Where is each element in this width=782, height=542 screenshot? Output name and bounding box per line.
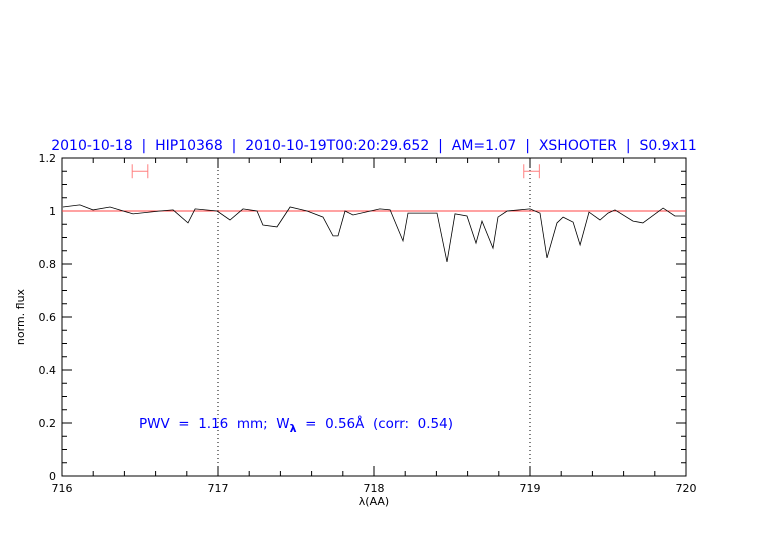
x-axis-label: λ(AA) [359,495,389,508]
y-tick-label: 1 [49,205,56,218]
y-axis-label: norm. flux [14,288,27,345]
x-tick-label: 718 [364,482,385,495]
annotation-subscript: λ [290,422,297,435]
y-tick-label: 0.4 [39,364,57,377]
y-tick-label: 0.6 [39,311,57,324]
chart-title: 2010-10-18 | HIP10368 | 2010-10-19T00:20… [51,138,697,154]
annotation-prefix: PWV = 1.16 mm; W [139,416,290,432]
y-tick-label: 0.2 [39,417,57,430]
y-tick-label: 0.8 [39,258,57,271]
y-tick-label: 1.2 [39,152,57,165]
pwv-annotation: PWV = 1.16 mm; Wλ = 0.56Å (corr: 0.54) [139,415,453,435]
x-tick-label: 720 [676,482,697,495]
spectrum-line [62,204,686,262]
x-tick-label: 717 [208,482,229,495]
y-tick-label: 0 [49,470,56,483]
x-tick-label: 719 [520,482,541,495]
annotation-suffix: = 0.56Å (corr: 0.54) [297,415,453,432]
x-tick-label: 716 [52,482,73,495]
